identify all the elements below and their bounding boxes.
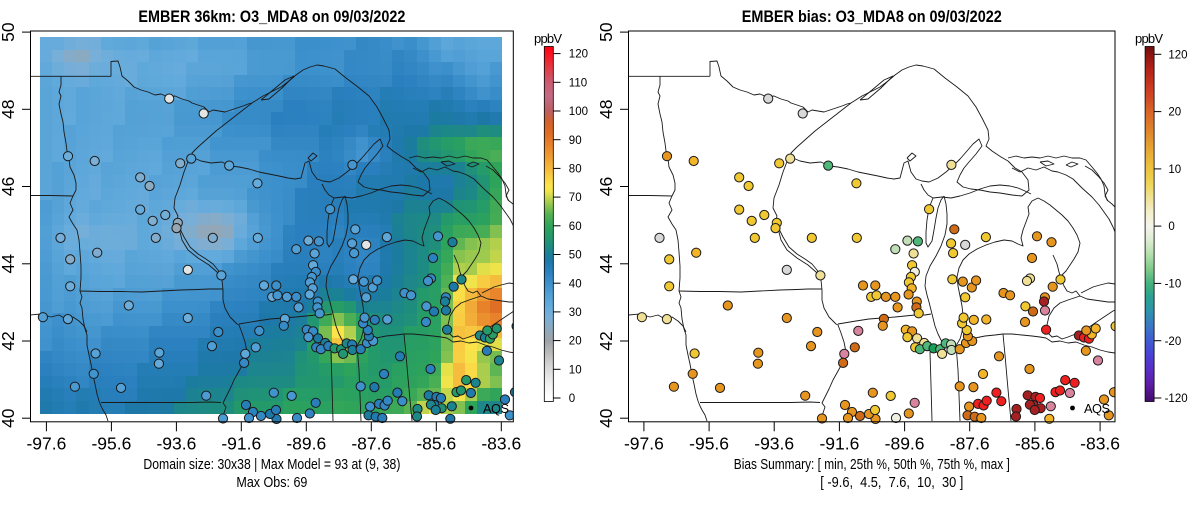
svg-text:70: 70 xyxy=(569,192,582,204)
svg-text:-83.6: -83.6 xyxy=(1080,434,1120,454)
svg-text:100: 100 xyxy=(569,106,588,118)
svg-text:50: 50 xyxy=(0,22,18,42)
svg-text:AQS: AQS xyxy=(483,401,509,416)
svg-text:40: 40 xyxy=(0,408,18,428)
svg-text:44: 44 xyxy=(596,254,616,274)
svg-text:-89.6: -89.6 xyxy=(885,434,925,454)
svg-text:-91.6: -91.6 xyxy=(819,434,859,454)
svg-text:42: 42 xyxy=(596,331,616,350)
svg-text:50: 50 xyxy=(569,250,582,262)
svg-text:Bias Summary: [ min, 25th %, 5: Bias Summary: [ min, 25th %, 50th %, 75t… xyxy=(734,457,1010,473)
svg-text:-89.6: -89.6 xyxy=(286,434,326,454)
svg-text:Domain size: 30x38 | Max Model: Domain size: 30x38 | Max Model = 93 at (… xyxy=(143,457,400,473)
svg-text:-97.6: -97.6 xyxy=(624,434,664,454)
svg-text:-85.6: -85.6 xyxy=(1015,434,1055,454)
svg-text:-97.6: -97.6 xyxy=(26,434,66,454)
svg-text:-85.6: -85.6 xyxy=(416,434,456,454)
svg-text:-10: -10 xyxy=(1165,279,1182,291)
svg-text:44: 44 xyxy=(0,254,18,274)
svg-text:-120: -120 xyxy=(1165,393,1188,405)
svg-text:-83.6: -83.6 xyxy=(481,434,521,454)
svg-text:ppbV: ppbV xyxy=(1135,31,1163,46)
svg-text:20: 20 xyxy=(569,336,582,348)
svg-text:10: 10 xyxy=(1168,164,1181,176)
svg-text:48: 48 xyxy=(596,100,616,119)
svg-text:0: 0 xyxy=(569,393,575,405)
svg-text:120: 120 xyxy=(1168,49,1187,61)
svg-text:EMBER 36km: O3_MDA8 on 09/03/2: EMBER 36km: O3_MDA8 on 09/03/2022 xyxy=(138,8,405,26)
svg-text:-95.6: -95.6 xyxy=(689,434,729,454)
svg-text:-87.6: -87.6 xyxy=(351,434,391,454)
svg-text:120: 120 xyxy=(569,49,588,61)
svg-text:-95.6: -95.6 xyxy=(91,434,131,454)
svg-text:-87.6: -87.6 xyxy=(950,434,990,454)
svg-text:110: 110 xyxy=(569,77,587,89)
svg-text:40: 40 xyxy=(596,408,616,428)
svg-text:30: 30 xyxy=(569,307,582,319)
svg-text:0: 0 xyxy=(1168,221,1174,233)
svg-text:80: 80 xyxy=(569,164,582,176)
svg-text:AQS: AQS xyxy=(1084,401,1110,416)
svg-text:48: 48 xyxy=(0,100,18,119)
svg-text:10: 10 xyxy=(569,364,582,376)
svg-text:46: 46 xyxy=(596,177,616,196)
svg-text:ppbV: ppbV xyxy=(534,31,562,46)
svg-text:EMBER bias: O3_MDA8 on 09/03/2: EMBER bias: O3_MDA8 on 09/03/2022 xyxy=(742,8,1002,26)
svg-text:46: 46 xyxy=(0,177,18,196)
svg-text:-91.6: -91.6 xyxy=(221,434,261,454)
svg-text:-93.6: -93.6 xyxy=(754,434,794,454)
svg-text:-20: -20 xyxy=(1165,336,1182,348)
svg-text:42: 42 xyxy=(0,331,18,350)
svg-text:[ -9.6, 4.5, 7.6, 10, 30 ]: [ -9.6, 4.5, 7.6, 10, 30 ] xyxy=(820,475,963,491)
svg-text:90: 90 xyxy=(569,135,582,147)
svg-text:20: 20 xyxy=(1168,107,1181,119)
svg-text:-93.6: -93.6 xyxy=(156,434,196,454)
svg-text:60: 60 xyxy=(569,221,582,233)
svg-text:Max Obs: 69: Max Obs: 69 xyxy=(236,475,307,491)
svg-text:50: 50 xyxy=(596,22,616,42)
svg-text:40: 40 xyxy=(569,278,582,290)
